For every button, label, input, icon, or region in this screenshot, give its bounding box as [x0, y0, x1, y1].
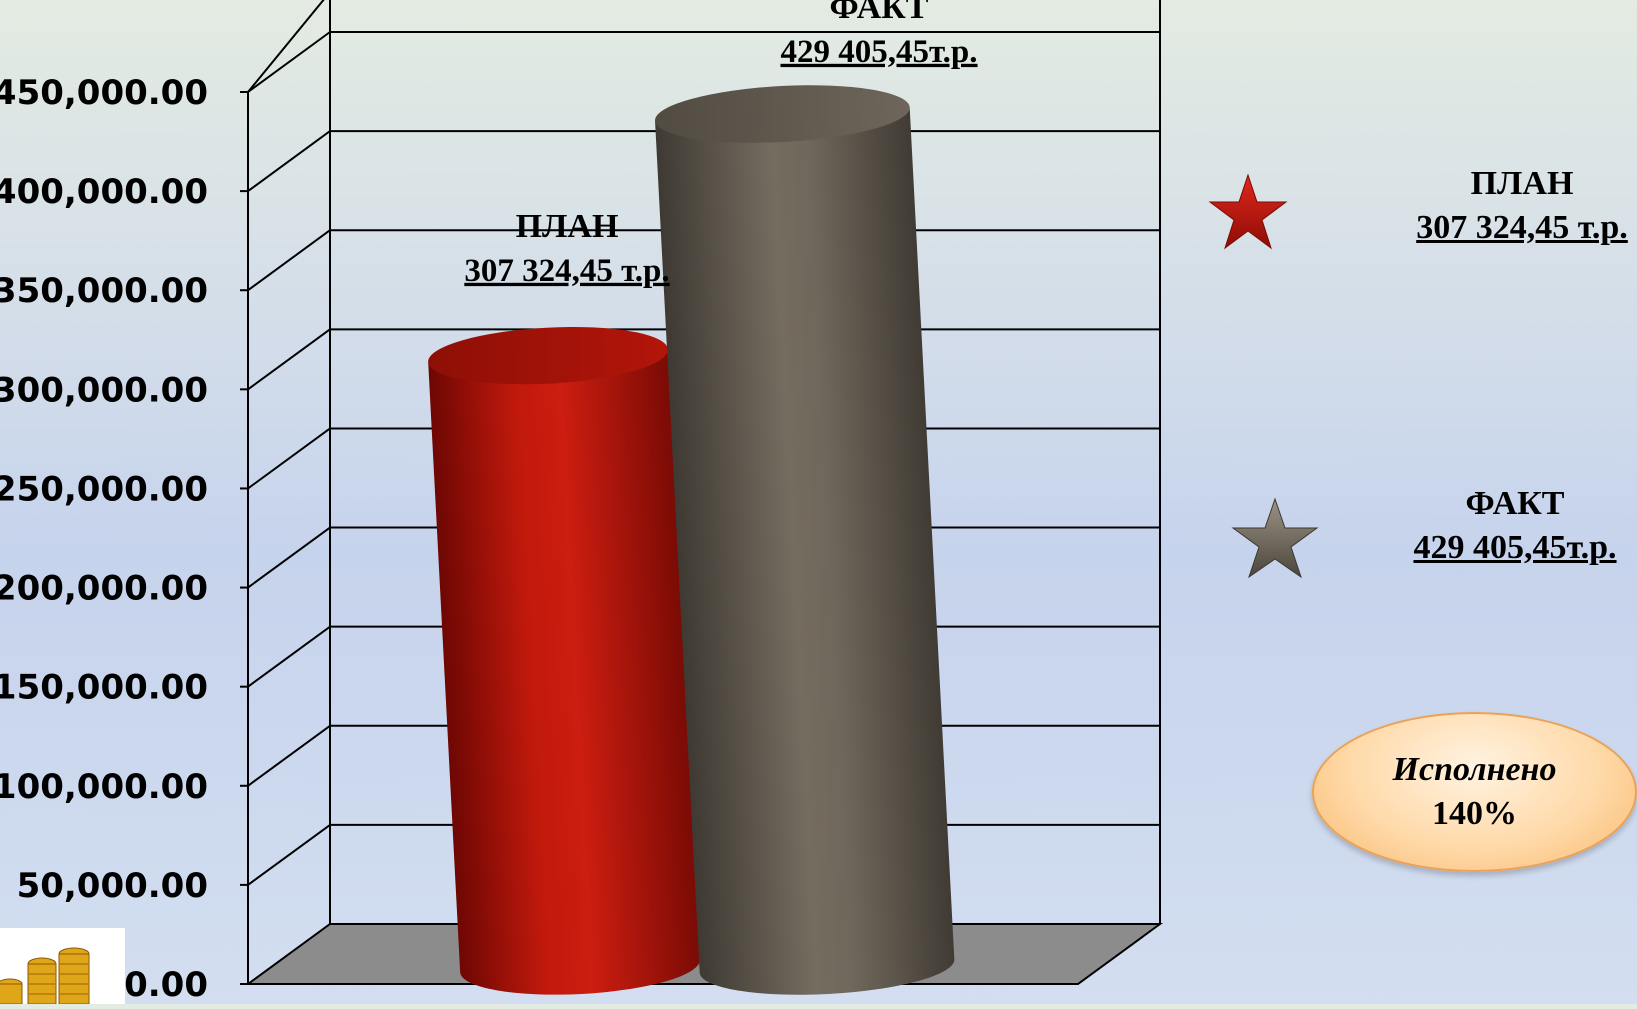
legend-item-plan: ПЛАН 307 324,45 т.р.: [1392, 162, 1637, 250]
bar-labels: ПЛАН 307 324,45 т.р. ФАКТ 429 405,45т.р.: [464, 0, 977, 289]
bar-plan-body: [428, 349, 700, 995]
bar-label-title: ФАКТ: [830, 0, 929, 26]
legend-fact-title: ФАКТ: [1465, 485, 1565, 522]
bar-label-value: 307 324,45 т.р.: [464, 253, 669, 289]
bar-fact-top: [655, 85, 910, 143]
y-tick-label: 300,000.00: [0, 370, 208, 410]
bar-plan-top: [428, 326, 668, 385]
side-wall-top: [247, 0, 325, 93]
y-tick-label: 350,000.00: [0, 271, 208, 311]
side-gridline: [247, 130, 331, 192]
side-gridline: [247, 427, 331, 490]
bar-fact-body: [655, 107, 955, 995]
y-tick-label: 200,000.00: [0, 569, 208, 609]
bar-fact: [655, 85, 955, 995]
bar-label-value: 429 405,45т.р.: [780, 34, 977, 70]
bar-label-title: ПЛАН: [516, 208, 619, 245]
completion-badge: Исполнено 140%: [1312, 712, 1637, 872]
y-tick-label: 400,000.00: [0, 172, 208, 212]
y-tick-label: 250,000.00: [0, 469, 208, 509]
gold-coins-icon: [0, 928, 125, 1005]
completion-label: Исполнено: [1392, 751, 1557, 788]
legend-fact-value: 429 405,45т.р.: [1413, 529, 1617, 566]
side-gridline: [247, 526, 331, 589]
side-gridline: [247, 328, 331, 391]
y-tick-label: 100,000.00: [0, 767, 208, 807]
y-tick-label: 0.00: [124, 965, 208, 1004]
legend-plan-title: ПЛАН: [1470, 165, 1574, 202]
y-tick-label: 50,000.00: [17, 866, 208, 906]
legend-item-fact: ФАКТ 429 405,45т.р.: [1385, 482, 1637, 570]
red-star-icon: [1208, 173, 1288, 250]
side-gridline: [247, 724, 331, 787]
legend-plan-value: 307 324,45 т.р.: [1416, 209, 1628, 246]
side-gridline: [247, 229, 331, 292]
side-gridline: [247, 625, 331, 688]
side-gridline: [247, 31, 331, 93]
bar-plan: [428, 326, 700, 995]
y-tick-label: 150,000.00: [0, 668, 208, 708]
side-gridline: [247, 824, 331, 886]
completion-value: 140%: [1432, 795, 1517, 832]
gray-star-icon: [1231, 497, 1319, 579]
bars: [428, 85, 955, 995]
y-tick-label: 450,000.00: [0, 73, 208, 113]
